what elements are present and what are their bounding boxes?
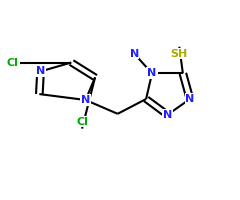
Text: N: N — [81, 95, 90, 105]
Text: Cl: Cl — [76, 117, 88, 127]
Text: N: N — [130, 49, 139, 59]
Text: SH: SH — [171, 49, 188, 59]
Text: N: N — [36, 66, 45, 76]
Text: N: N — [163, 110, 172, 120]
Text: N: N — [185, 94, 195, 104]
Text: N: N — [147, 68, 157, 78]
Text: Cl: Cl — [6, 58, 18, 68]
Text: N: N — [147, 68, 157, 78]
